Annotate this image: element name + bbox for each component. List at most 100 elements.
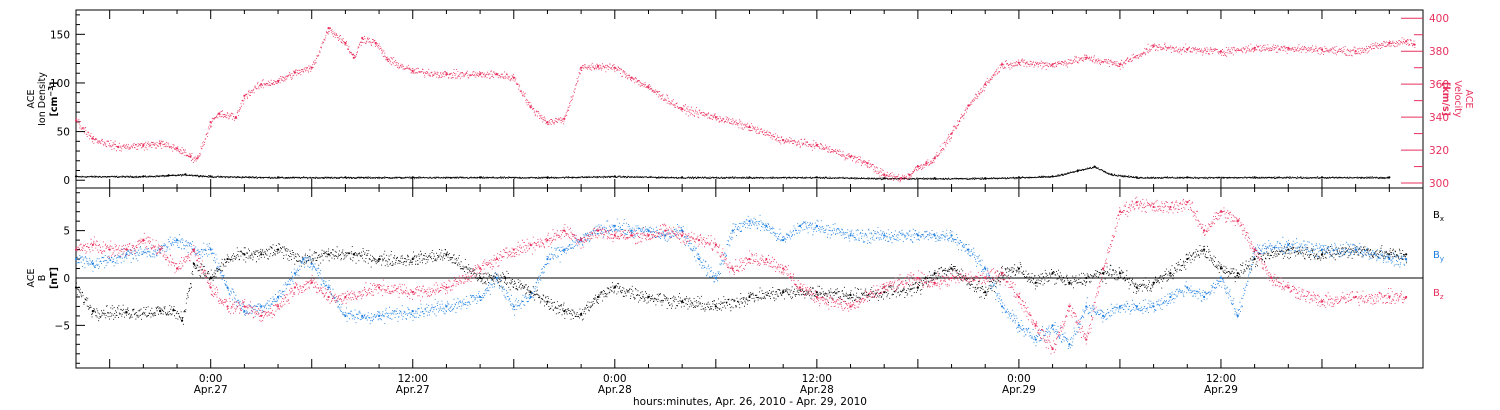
- data-point: [1135, 201, 1138, 204]
- data-point: [209, 120, 212, 124]
- data-point: [377, 286, 381, 289]
- y-axis-label-line: ACE: [26, 269, 37, 288]
- data-point-cloud: [76, 196, 1407, 355]
- data-point: [377, 314, 381, 317]
- data-point: [1000, 272, 1004, 275]
- data-point: [1203, 229, 1206, 232]
- legend-entry-x: Bx: [1433, 210, 1444, 223]
- panel-frame: [75, 9, 1424, 189]
- data-point: [159, 248, 162, 251]
- data-point: [1270, 276, 1273, 280]
- y-tick-label: 5: [63, 226, 70, 238]
- data-point: [1236, 272, 1239, 275]
- y-axis-label-line: B: [37, 275, 48, 282]
- data-point: [445, 253, 448, 256]
- y-tick-label: −5: [55, 320, 70, 332]
- data-point: [748, 125, 751, 129]
- data-point: [1085, 276, 1088, 280]
- data-point: [596, 295, 600, 299]
- x-tick-label-time: 0:00: [603, 373, 627, 385]
- data-point: [933, 272, 936, 275]
- legend-entry-z: Bz: [1433, 288, 1444, 301]
- time-axis-title: hours:minutes, Apr. 26, 2010 - Apr. 29, …: [633, 396, 867, 408]
- data-point: [361, 314, 364, 317]
- data-point: [74, 257, 78, 261]
- data-point: [815, 291, 818, 294]
- data-point: [504, 276, 507, 280]
- x-tick-label-time: 12:00: [398, 373, 428, 385]
- legend-entry-y: By: [1433, 250, 1444, 263]
- data-point: [1152, 205, 1155, 209]
- data-point: [748, 295, 751, 299]
- data-point: [849, 234, 852, 237]
- data-point: [681, 229, 684, 232]
- data-point: [108, 248, 111, 251]
- data-point-cloud: [76, 166, 1390, 181]
- x-tick-label-date: Apr.29: [1204, 384, 1238, 396]
- data-point: [1085, 338, 1088, 341]
- data-point: [361, 36, 364, 40]
- data-point-cloud: [76, 214, 1407, 349]
- data-point: [1320, 253, 1324, 256]
- y-right-axis-unit: [km/s]: [1440, 82, 1451, 116]
- legend-subscript: y: [1440, 255, 1444, 263]
- x-tick-label-time: 12:00: [802, 373, 832, 385]
- y-right-tick-label: 340: [1429, 112, 1449, 124]
- data-point: [1219, 267, 1223, 270]
- data-point: [1085, 305, 1088, 308]
- y-right-tick-label: 300: [1429, 178, 1449, 190]
- legend-base: B: [1433, 210, 1440, 221]
- data-point: [580, 239, 583, 242]
- data-point: [630, 229, 633, 232]
- y-axis-label: ACEIon Density[cm−3]: [26, 72, 60, 126]
- x-tick-label-date: Apr.28: [598, 384, 632, 396]
- data-point: [916, 165, 919, 168]
- data-point: [1169, 295, 1172, 299]
- data-point: [613, 224, 616, 227]
- legend-subscript: x: [1440, 215, 1444, 223]
- series-right-series: [74, 27, 1416, 183]
- data-point: [1101, 314, 1105, 317]
- data-point: [613, 234, 616, 237]
- data-point: [546, 257, 549, 261]
- y-axis-label: ACEB[nT]: [26, 267, 60, 289]
- data-point: [647, 229, 650, 232]
- data-point: [984, 291, 987, 294]
- data-point: [647, 86, 650, 89]
- data-point-cloud: [76, 243, 1407, 325]
- data-point: [731, 267, 734, 270]
- data-point: [563, 310, 566, 313]
- series-left-series: [74, 165, 1391, 181]
- data-point: [192, 248, 195, 251]
- data-point: [1320, 300, 1324, 303]
- data-point: [243, 305, 246, 308]
- data-point: [1034, 338, 1037, 341]
- y-axis-label-line: Ion Density: [37, 72, 48, 126]
- data-point: [226, 305, 229, 308]
- time-axis-labels: 0:00Apr.2712:00Apr.270:00Apr.2812:00Apr.…: [194, 373, 1238, 396]
- data-point-cloud: [76, 27, 1416, 183]
- y-right-tick-label: 320: [1429, 145, 1449, 157]
- y-tick-label: 100: [50, 78, 70, 90]
- data-point: [748, 220, 751, 223]
- data-point: [411, 257, 414, 261]
- data-point: [849, 293, 852, 297]
- data-point: [1017, 324, 1021, 327]
- series-by: [74, 214, 1408, 349]
- x-tick-label-date: Apr.29: [1002, 384, 1036, 396]
- x-tick-label-date: Apr.27: [194, 384, 228, 396]
- data-point: [731, 229, 734, 232]
- data-point: [1388, 295, 1391, 299]
- data-point: [1118, 305, 1122, 308]
- x-tick-label-time: 0:00: [1007, 373, 1031, 385]
- data-point: [445, 305, 448, 308]
- x-tick-label-time: 0:00: [199, 373, 223, 385]
- data-point: [411, 69, 414, 73]
- data-point: [1388, 41, 1391, 45]
- data-point: [782, 267, 785, 270]
- y-tick-label: 0: [63, 273, 70, 285]
- legend-base: B: [1433, 250, 1440, 261]
